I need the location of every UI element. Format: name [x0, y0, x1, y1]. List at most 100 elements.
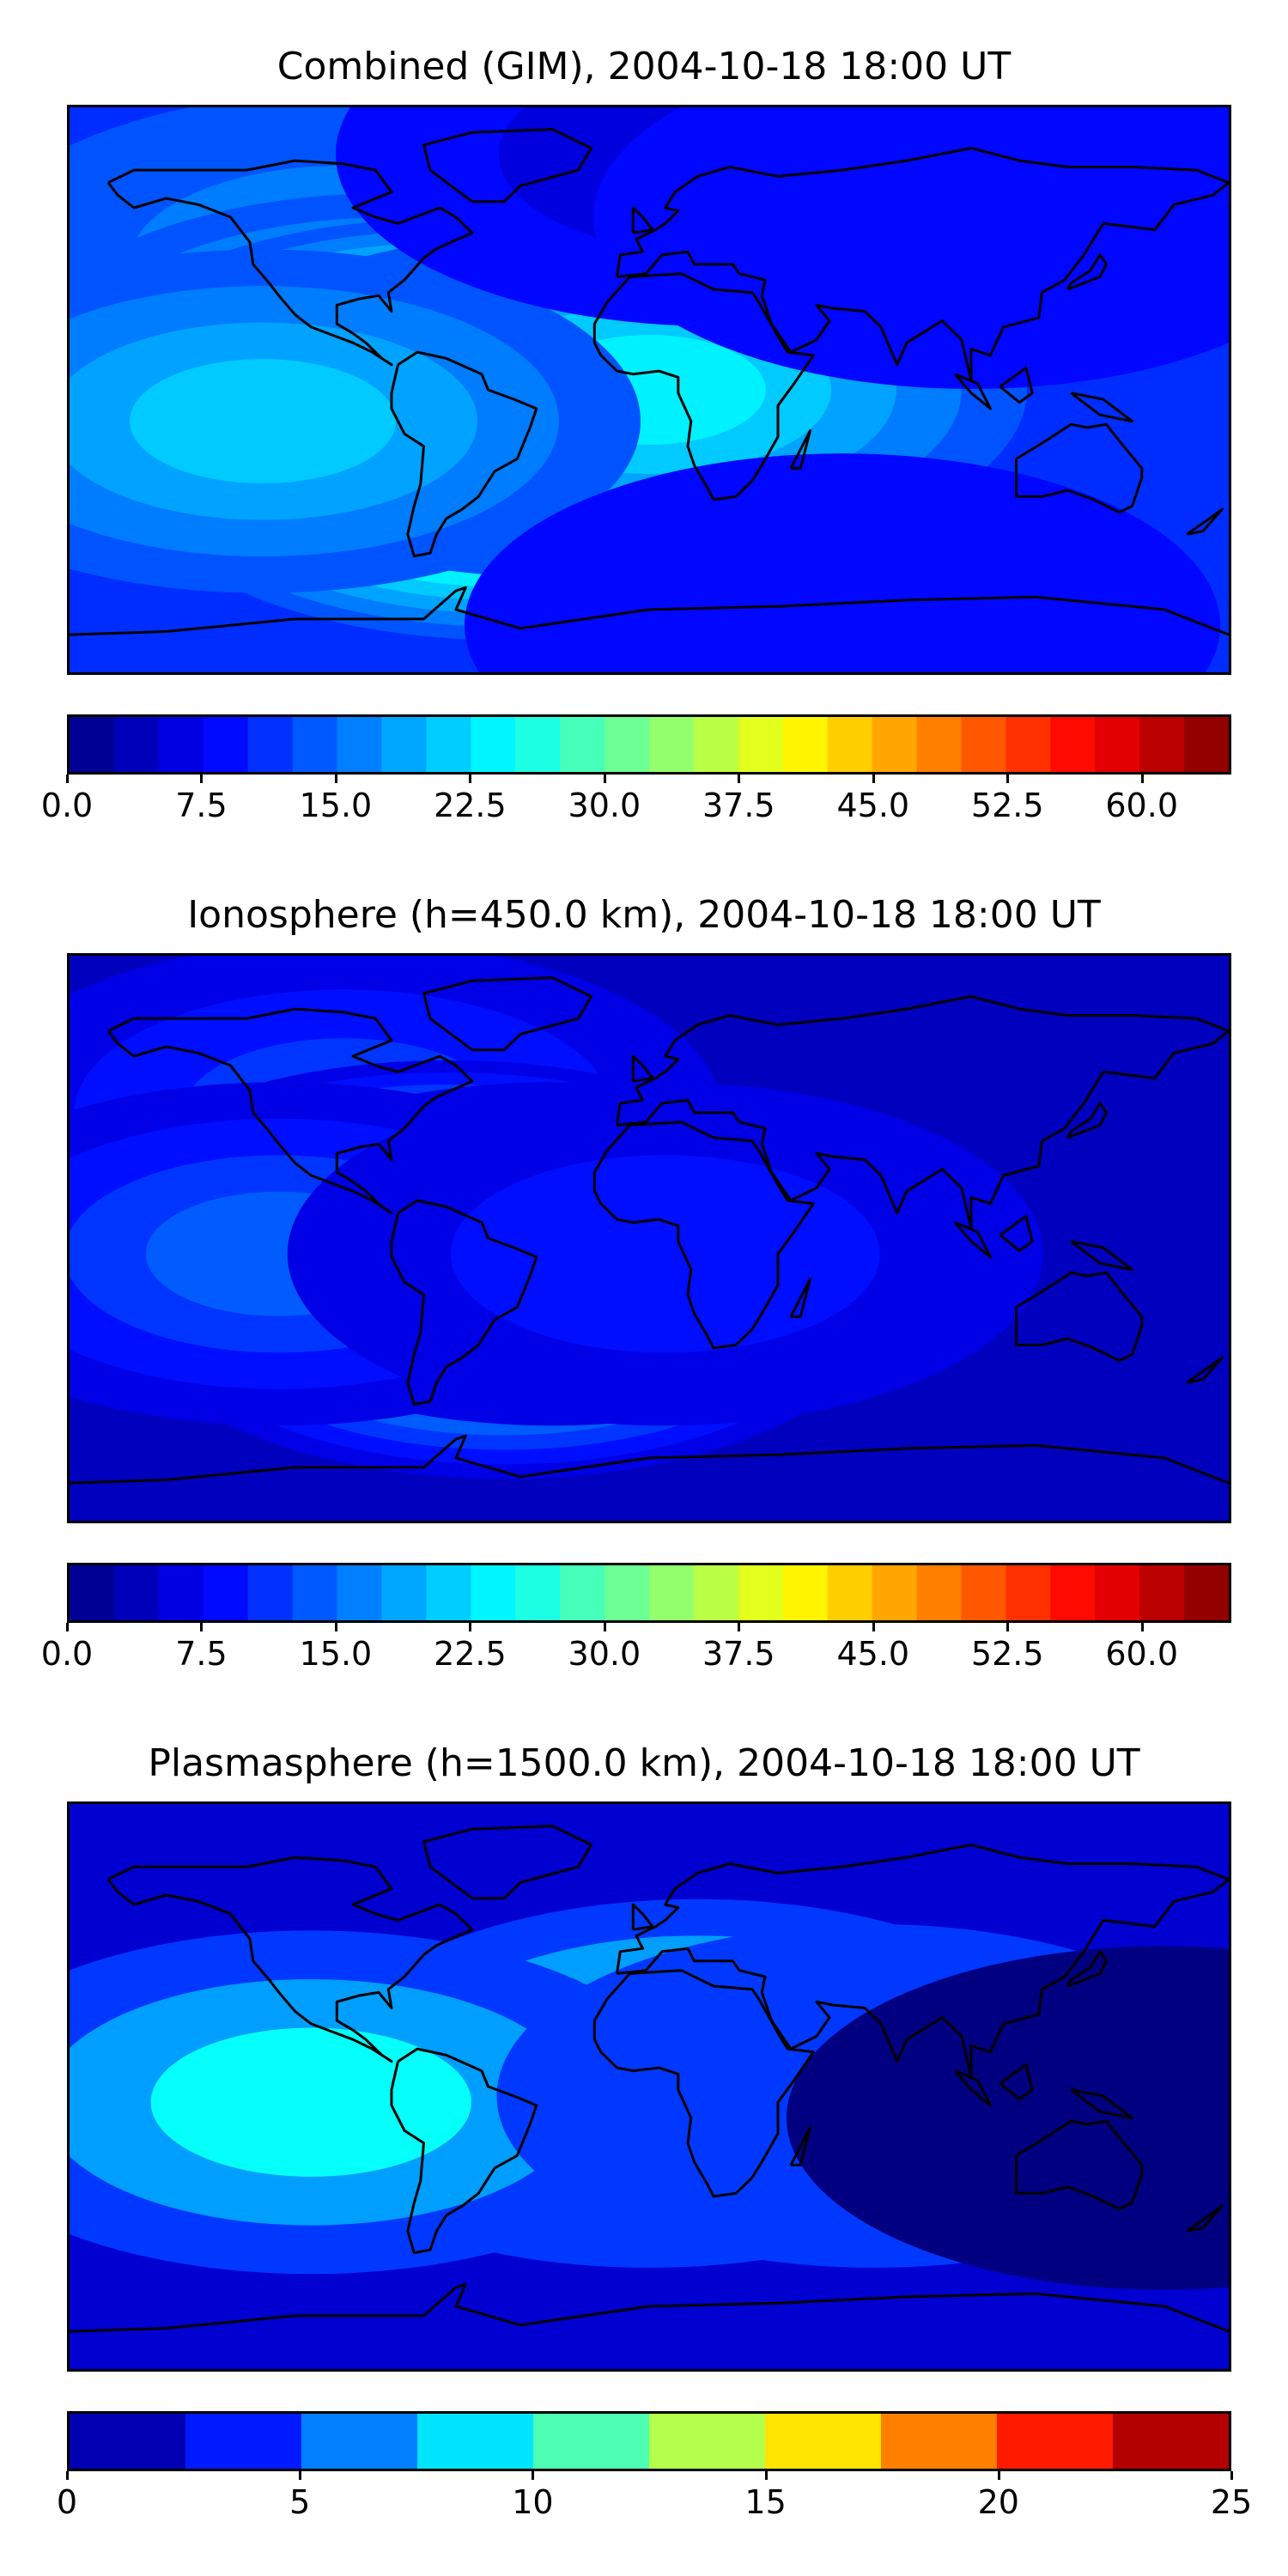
- colorbar-swatch: [301, 2414, 418, 2469]
- colorbar-swatch: [605, 717, 650, 772]
- coastline: [954, 373, 992, 410]
- colorbar-tick-label: 5: [289, 2483, 311, 2521]
- coastline: [1066, 1102, 1108, 1139]
- colorbar-swatch: [292, 1565, 338, 1620]
- colorbar-tick: [603, 1623, 606, 1631]
- coastline: [70, 1434, 1229, 1485]
- colorbar-tick: [603, 775, 606, 783]
- colorbar-swatch: [1139, 1565, 1185, 1620]
- colorbar-tick: [200, 775, 204, 783]
- coastline: [1070, 2088, 1133, 2120]
- colorbar-swatch: [158, 717, 204, 772]
- colorbar-tick-label: 22.5: [434, 787, 507, 824]
- colorbar-tick-label: 0.0: [40, 787, 94, 824]
- colorbar-swatch: [381, 717, 427, 772]
- coastline: [106, 1856, 474, 2063]
- colorbar-tick-label: 52.5: [970, 787, 1044, 824]
- panel-1-colorbar-ticks: 0.0 7.5 15.0 22.5 30.0 37.5 45.0 52.5 60.0: [41, 775, 1231, 826]
- colorbar-tick: [1006, 775, 1010, 783]
- colorbar-swatch: [782, 1565, 829, 1620]
- coastline: [789, 1278, 811, 1318]
- coastline: [390, 1199, 538, 1406]
- panel-2-colorbar-ticks: 0.0 7.5 15.0 22.5 30.0 37.5 45.0 52.5 60.0: [41, 1623, 1231, 1674]
- colorbar-tick: [872, 775, 875, 783]
- colorbar-tick: [1230, 2471, 1233, 2480]
- colorbar-swatch: [649, 1565, 695, 1620]
- contour-level-west-africa: [450, 1155, 880, 1353]
- coastline: [106, 1007, 474, 1215]
- colorbar-swatch: [381, 1565, 427, 1620]
- coastline: [1066, 253, 1108, 291]
- colorbar-swatch: [471, 1565, 516, 1620]
- colorbar-tick: [200, 1623, 204, 1631]
- colorbar-tick-label: 37.5: [702, 787, 775, 824]
- coastline: [70, 586, 1229, 636]
- coastline: [999, 366, 1034, 404]
- colorbar-swatch: [1095, 1565, 1140, 1620]
- contour-level-west-pacific: [787, 1946, 1229, 2290]
- panel-3-map: [67, 1801, 1231, 2372]
- panel-2-title: Ionosphere (h=450.0 km), 2004-10-18 18:0…: [187, 893, 1101, 937]
- coastline: [70, 2282, 1229, 2333]
- colorbar-tick: [1006, 1623, 1010, 1631]
- colorbar-tick-label: 52.5: [970, 1635, 1044, 1673]
- colorbar-swatch: [765, 2414, 882, 2469]
- coastline: [106, 159, 474, 367]
- colorbar-swatch: [916, 717, 963, 772]
- colorbar-tick: [532, 2471, 535, 2480]
- panel-1-heatmap: [70, 107, 1229, 672]
- colorbar-swatch: [1184, 717, 1229, 772]
- coastline: [1186, 1356, 1224, 1384]
- coastline-icon: [70, 976, 1229, 1485]
- coastline: [390, 2047, 538, 2255]
- colorbar-swatch: [560, 717, 605, 772]
- panel-2-map: [67, 953, 1231, 1523]
- colorbar-swatch: [70, 717, 115, 772]
- contour-level-east-pacific: [130, 359, 396, 484]
- coastline: [592, 1121, 815, 1350]
- colorbar-swatch: [337, 717, 383, 772]
- colorbar-tick-label: 7.5: [175, 1635, 228, 1673]
- colorbar-tick: [66, 1623, 69, 1631]
- coastline: [616, 1844, 1229, 2079]
- colorbar-swatch: [961, 717, 1006, 772]
- coastline: [422, 1825, 592, 1900]
- colorbar-tick-label: 15.0: [299, 787, 373, 824]
- colorbar-swatch: [827, 717, 873, 772]
- panel-2-contour-field: [70, 956, 1229, 1521]
- colorbar-tick: [1140, 775, 1144, 783]
- colorbar-swatch: [1005, 717, 1051, 772]
- coastline: [592, 1969, 815, 2198]
- colorbar-swatch: [560, 1565, 605, 1620]
- contour-level-central-asia: [593, 107, 1229, 389]
- coastline: [616, 147, 1229, 382]
- colorbar-swatch: [247, 1565, 294, 1620]
- colorbar-swatch: [605, 1565, 650, 1620]
- colorbar-swatch: [872, 717, 918, 772]
- colorbar-swatch: [515, 717, 561, 772]
- panel-3-colorbar-gradient: [70, 2414, 1229, 2469]
- colorbar-swatch: [70, 1565, 115, 1620]
- colorbar-swatch: [961, 1565, 1006, 1620]
- coastline: [631, 206, 654, 234]
- colorbar-swatch: [203, 1565, 249, 1620]
- colorbar-swatch: [533, 2414, 650, 2469]
- colorbar-tick-label: 30.0: [568, 787, 641, 824]
- panel-2-colorbar: [67, 1563, 1231, 1623]
- colorbar-tick: [334, 775, 337, 783]
- colorbar-tick-label: 20: [977, 2483, 1019, 2521]
- coastline: [1186, 2204, 1224, 2233]
- colorbar-swatch: [693, 717, 739, 772]
- coastline: [954, 2069, 992, 2107]
- coastline: [616, 995, 1229, 1230]
- colorbar-swatch: [1005, 1565, 1051, 1620]
- colorbar-tick-label: 60.0: [1105, 1635, 1178, 1673]
- panel-3-heatmap: [70, 1804, 1229, 2369]
- colorbar-tick: [66, 775, 69, 783]
- coastline: [631, 1054, 654, 1083]
- colorbar-swatch: [693, 1565, 739, 1620]
- colorbar-tick-label: 15.0: [299, 1635, 373, 1673]
- coastline: [631, 1903, 654, 1931]
- colorbar-swatch: [70, 2414, 186, 2469]
- coastline-icon: [70, 1825, 1229, 2333]
